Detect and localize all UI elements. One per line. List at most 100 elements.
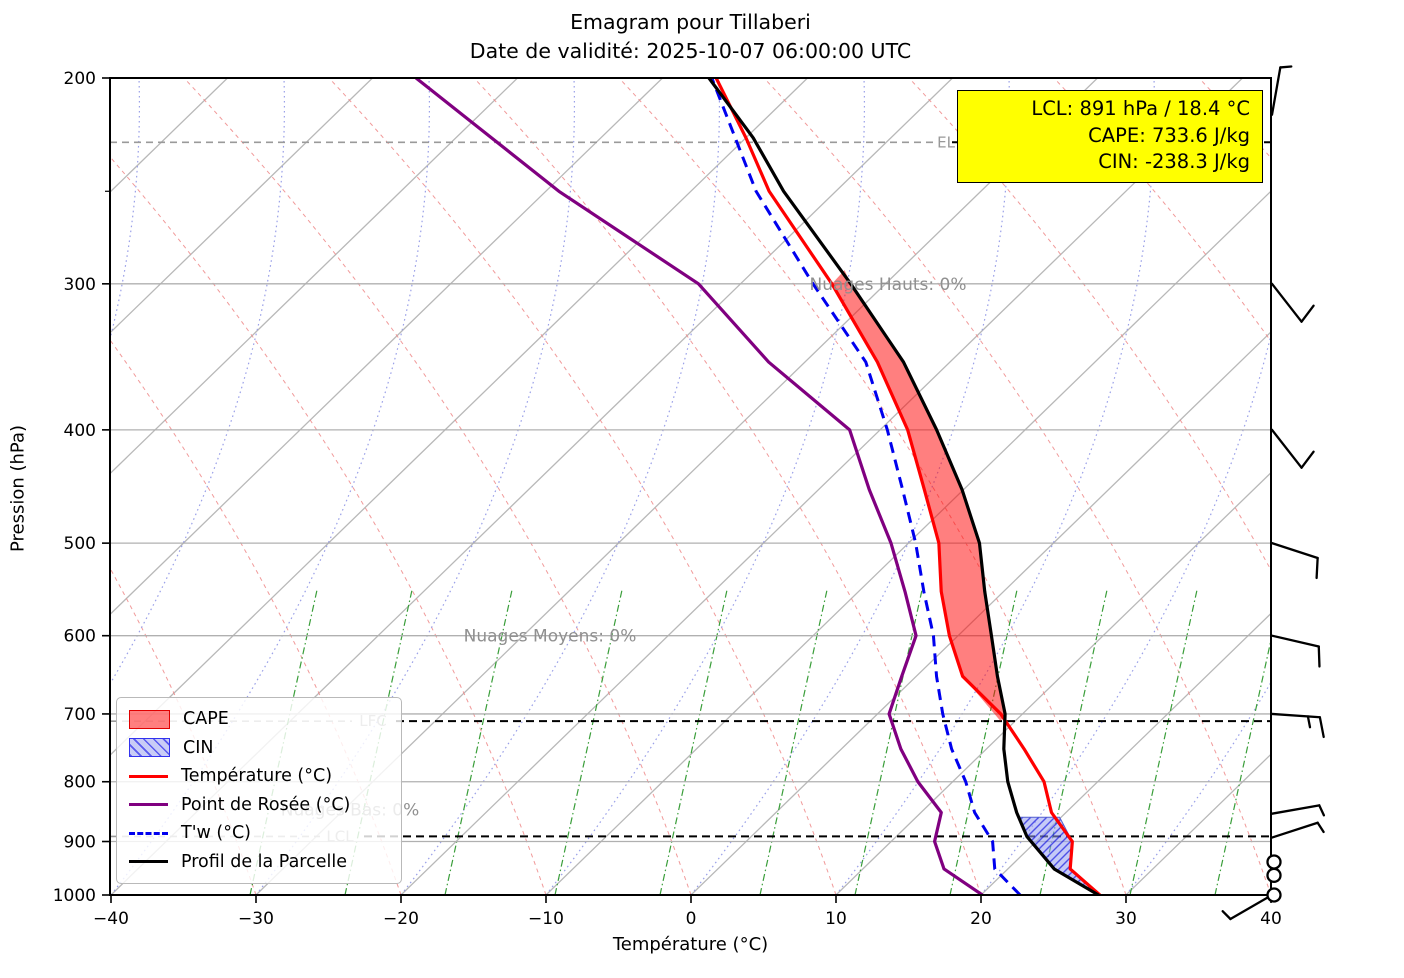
calm-circle-icon [1266, 854, 1282, 870]
y-tick-label: 200 [64, 69, 96, 89]
moist-adiabat-line [980, 332, 1271, 895]
x-axis-label: Température (°C) [612, 934, 769, 955]
cape-area [831, 270, 1006, 722]
y-tick-label: 300 [64, 275, 96, 295]
legend-item-parcel: Profil de la Parcelle [129, 849, 389, 875]
wind-barb [1270, 428, 1315, 469]
legend-label: Profil de la Parcelle [181, 851, 347, 872]
clouds-high-label: Nuages Hauts: 0% [809, 275, 966, 295]
x-tick-label: −30 [238, 909, 274, 929]
moist-adiabat-line [690, 78, 1011, 895]
barb-staff [1270, 804, 1321, 815]
y-tick-label: 400 [64, 421, 96, 441]
x-tick-label: −40 [93, 909, 129, 929]
isotherm-line [980, 612, 1271, 895]
wind-barb [1221, 893, 1274, 921]
barb-staff [1270, 282, 1303, 323]
dry-adiabat-line [1198, 78, 1271, 159]
barb-staff [1270, 541, 1319, 560]
legend-label: CIN [183, 737, 214, 758]
isotherm-line [1125, 753, 1271, 895]
y-tick-label: 900 [64, 833, 96, 853]
y-tick-label: 1000 [53, 886, 96, 906]
moist-adiabat-line [545, 78, 866, 895]
thermo-indices-box: LCL: 891 hPa / 18.4 °C CAPE: 733.6 J/kg … [957, 90, 1263, 183]
mixing-ratio-line [854, 589, 923, 895]
barb-feather [1300, 304, 1315, 323]
x-tick-label: 0 [686, 909, 697, 929]
legend-label: CAPE [183, 709, 229, 729]
dry-adiabat-line [110, 156, 547, 895]
barb-feather [1316, 821, 1325, 834]
x-tick-label: −20 [383, 909, 419, 929]
moist-adiabat-line [400, 78, 721, 895]
chart-title: Emagram pour Tillaberi [570, 10, 811, 34]
chart-subtitle: Date de validité: 2025-10-07 06:00:00 UT… [469, 39, 912, 63]
isotherm-line [110, 78, 373, 334]
isotherm-line [1270, 894, 1271, 895]
wind-barb [1270, 821, 1325, 839]
clouds-mid-label: Nuages Moyens: 0% [464, 627, 637, 647]
dry-adiabat-line [763, 78, 1271, 895]
barb-half-feather [1306, 715, 1312, 729]
x-tick-label: −10 [528, 909, 564, 929]
y-tick-label: 800 [64, 773, 96, 793]
dewpoint-line-icon [129, 803, 168, 807]
barb-staff [1270, 821, 1319, 839]
legend-label: T'w (°C) [181, 823, 251, 844]
mixing-ratio-line [444, 589, 513, 895]
barb-feather [1318, 804, 1326, 817]
parcel-curve [707, 78, 1100, 895]
barb-feather [1317, 645, 1321, 668]
x-tick-label: 20 [970, 909, 992, 929]
y-axis-label: Pression (hPa) [7, 424, 29, 553]
moist-adiabat-line [835, 78, 1156, 895]
cin-swatch-icon [129, 738, 170, 758]
x-tick-label: 40 [1260, 909, 1282, 929]
mixing-ratio-line [949, 589, 1018, 895]
calm-circle-icon [1266, 867, 1282, 883]
dry-adiabat-line [183, 78, 692, 895]
wind-barb [1266, 867, 1282, 883]
legend-item-wetbulb: T'w (°C) [129, 820, 389, 846]
legend-item-dewpoint: Point de Rosée (°C) [129, 792, 389, 818]
x-tick-label: 30 [1115, 909, 1137, 929]
barb-staff [1229, 893, 1274, 921]
moist-adiabat-line [1270, 894, 1271, 895]
wetbulb-line-icon [129, 831, 168, 835]
mixing-ratio-line [1214, 637, 1271, 895]
dry-adiabat-line [473, 78, 982, 895]
mixing-ratio-line [1129, 589, 1198, 895]
calm-circle-icon [1266, 887, 1282, 903]
barb-feather [1221, 910, 1232, 921]
title-block: Emagram pour Tillaberi Date de validité:… [110, 8, 1271, 66]
barb-staff [1270, 634, 1320, 648]
wind-barb [1270, 65, 1293, 116]
y-tick-label: 600 [64, 627, 96, 647]
barb-staff [1270, 66, 1282, 116]
isotherm-line [110, 78, 663, 616]
y-tick-label: 500 [64, 534, 96, 554]
wind-barb [1270, 712, 1325, 739]
legend-item-temperature: Température (°C) [129, 763, 389, 789]
barb-feather [1300, 450, 1315, 469]
legend-label: Température (°C) [181, 766, 333, 787]
barb-staff [1270, 712, 1322, 719]
dry-adiabat-line [908, 78, 1271, 572]
el-label: EL [937, 133, 955, 151]
moist-adiabat-line [1125, 680, 1271, 895]
y-tick-label: 700 [64, 705, 96, 725]
legend-item-cape: CAPE [129, 706, 389, 732]
legend-label: Point de Rosée (°C) [181, 794, 351, 815]
barb-staff [1270, 428, 1303, 469]
wind-barb [1270, 282, 1315, 323]
isotherm-line [835, 471, 1271, 895]
dry-adiabat-line [328, 78, 837, 895]
wind-barb [1266, 854, 1282, 870]
isotherm-line [690, 330, 1271, 895]
isotherm-line [400, 78, 1243, 895]
cape-value: CAPE: 733.6 J/kg [1088, 123, 1250, 147]
dry-adiabat-line [618, 78, 1127, 895]
wetbulb-curve [710, 78, 1022, 895]
